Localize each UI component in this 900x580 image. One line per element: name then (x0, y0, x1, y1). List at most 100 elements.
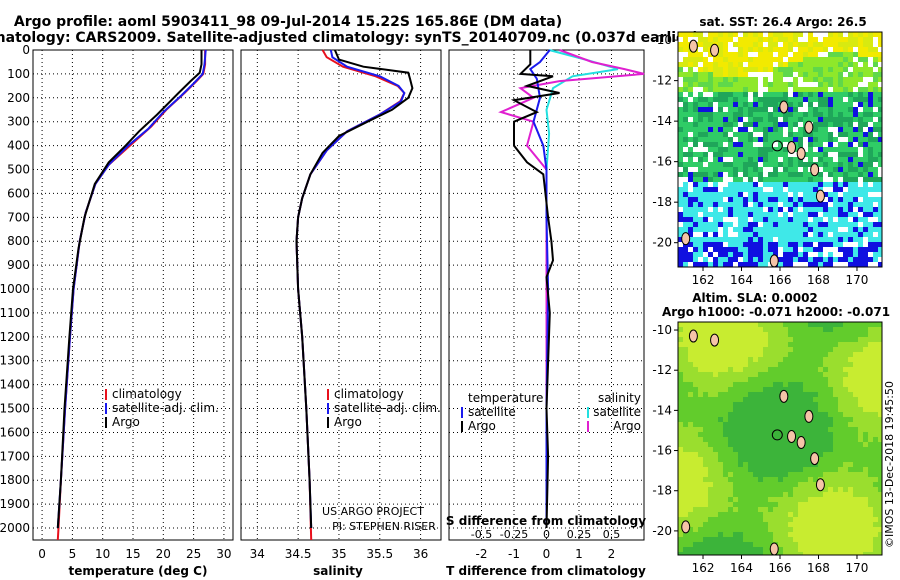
sla-map-cell (783, 332, 788, 337)
sla-map-cell (783, 367, 788, 372)
sst-map-cell (723, 157, 728, 162)
sla-map-cell (768, 522, 773, 527)
sst-map-cell (833, 262, 838, 267)
sla-map-cell (818, 432, 823, 437)
sla-map-cell (698, 352, 703, 357)
sla-map-cell (723, 467, 728, 472)
sla-map-cell (723, 337, 728, 342)
sst-map-cell (868, 37, 873, 42)
sla-map-cell (808, 517, 813, 522)
sst-map-cell (813, 47, 818, 52)
sst-map-cell (768, 42, 773, 47)
sla-map-cell (698, 337, 703, 342)
sla-island (796, 436, 806, 450)
sla-map-cell (848, 337, 853, 342)
sst-map-cell (768, 172, 773, 177)
sst-map-cell (818, 72, 823, 77)
sla-map-cell (758, 412, 763, 417)
sla-map-cell (778, 457, 783, 462)
salinity-x-tick: 35 (331, 547, 346, 561)
sla-map-cell (713, 372, 718, 377)
sla-map-cell (728, 432, 733, 437)
sst-map-cell (763, 197, 768, 202)
sla-map-cell (803, 467, 808, 472)
sla-map-cell (688, 512, 693, 517)
sla-map-cell (723, 377, 728, 382)
sla-map-cell (783, 437, 788, 442)
sst-map-cell (863, 252, 868, 257)
sst-map-cell (768, 147, 773, 152)
sla-map-cell (723, 462, 728, 467)
sla-map-cell (723, 387, 728, 392)
sst-map-cell (823, 112, 828, 117)
sst-map-cell (688, 217, 693, 222)
sst-map-cell (703, 197, 708, 202)
sla-map-cell (703, 507, 708, 512)
sla-map-cell (833, 497, 838, 502)
sst-map-cell (763, 207, 768, 212)
sla-map-cell (778, 547, 783, 552)
sst-map-cell (743, 152, 748, 157)
sla-map-cell (813, 442, 818, 447)
sla-map-cell (833, 432, 838, 437)
sla-map-cell (743, 452, 748, 457)
sla-map-cell (853, 472, 858, 477)
sla-map-cell (863, 427, 868, 432)
sla-map-cell (808, 342, 813, 347)
sla-map-cell (878, 332, 882, 337)
temperature-series-2 (56, 50, 203, 529)
sla-island (810, 452, 820, 466)
sst-map-cell (878, 102, 882, 107)
sla-map-cell (723, 502, 728, 507)
sst-map-cell (783, 162, 788, 167)
sst-map-cell (708, 127, 713, 132)
sst-map-cell (803, 257, 808, 262)
sst-map-cell (738, 262, 743, 267)
salinity-legend-label: satellite-adj. clim. (334, 401, 441, 415)
sla-map-cell (688, 432, 693, 437)
sst-map-cell (708, 152, 713, 157)
sla-map-cell (753, 337, 758, 342)
sla-map-cell (778, 412, 783, 417)
sla-map-cell (858, 357, 863, 362)
sla-map-cell (833, 402, 838, 407)
sla-map-cell (818, 497, 823, 502)
sla-map-cell (678, 457, 683, 462)
sla-map-cell (698, 372, 703, 377)
sla-map-cell (818, 547, 823, 552)
sla-map-cell (678, 337, 683, 342)
sla-map-cell (723, 392, 728, 397)
sst-map-cell (773, 132, 778, 137)
sst-map-cell (718, 87, 723, 92)
sst-map-cell (763, 232, 768, 237)
sst-map-cell (763, 62, 768, 67)
sla-map-cell (703, 327, 708, 332)
sst-map-cell (713, 87, 718, 92)
sst-map-cell (683, 102, 688, 107)
sst-map-cell (868, 217, 873, 222)
sla-map-cell (688, 492, 693, 497)
sla-map-cell (748, 422, 753, 427)
sst-map-cell (783, 182, 788, 187)
sst-map-cell (783, 52, 788, 57)
sst-map-cell (778, 67, 783, 72)
sla-map-cell (778, 462, 783, 467)
sla-map-cell (858, 532, 863, 537)
sla-island (779, 389, 789, 403)
sla-map-cell (788, 552, 793, 555)
sst-map-cell (728, 262, 733, 267)
sla-map-cell (718, 482, 723, 487)
sla-map-cell (858, 442, 863, 447)
sla-map-cell (713, 362, 718, 367)
sst-map-cell (703, 162, 708, 167)
sst-map-cell (778, 157, 783, 162)
sst-map-cell (823, 232, 828, 237)
sst-map-cell (683, 142, 688, 147)
figure-title-line2: Climatology: CARS2009. Satellite-adjuste… (0, 30, 699, 46)
sst-map-cell (753, 32, 758, 37)
sst-map-cell (678, 212, 683, 217)
sst-map-cell (718, 107, 723, 112)
sla-map-cell (723, 527, 728, 532)
sst-map-cell (813, 62, 818, 67)
sla-map-cell (723, 417, 728, 422)
